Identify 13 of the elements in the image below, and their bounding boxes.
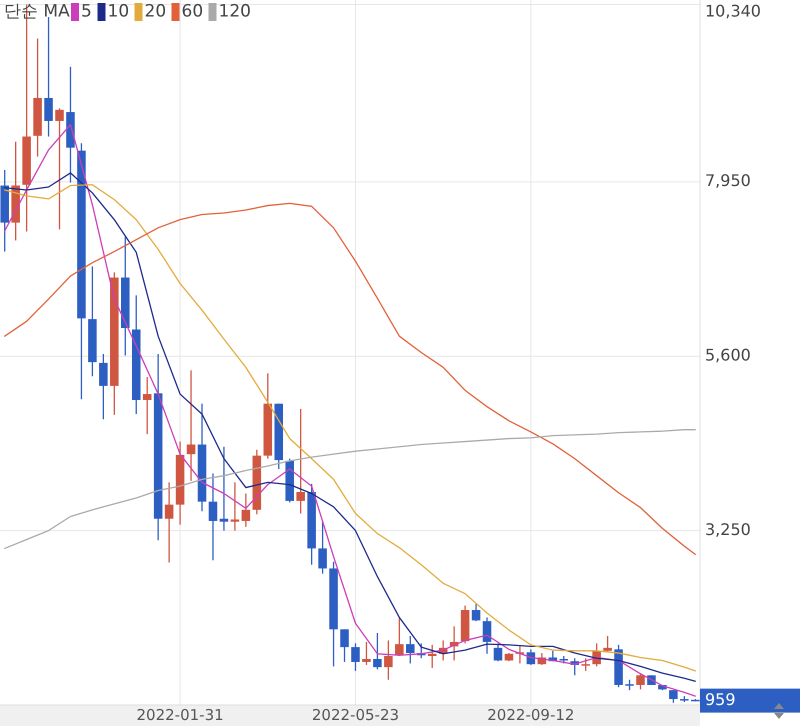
x-tick-label: 2022-01-31 xyxy=(136,706,224,724)
y-tick-label: 3,250 xyxy=(705,520,751,539)
x-tick-label: 2022-05-23 xyxy=(312,706,400,724)
x-tick-label: 2022-09-12 xyxy=(487,706,574,724)
legend-label: 120 xyxy=(218,2,251,22)
legend-label: 60 xyxy=(182,2,204,22)
legend-label: 20 xyxy=(144,2,166,22)
legend-label: 5 xyxy=(81,2,92,22)
y-tick-label: 10,340 xyxy=(705,1,761,20)
y-tick-label: 7,950 xyxy=(705,171,751,190)
y-tick-label: 5,600 xyxy=(705,346,751,365)
text: 959 xyxy=(705,690,736,709)
legend-label: 10 xyxy=(108,2,130,22)
